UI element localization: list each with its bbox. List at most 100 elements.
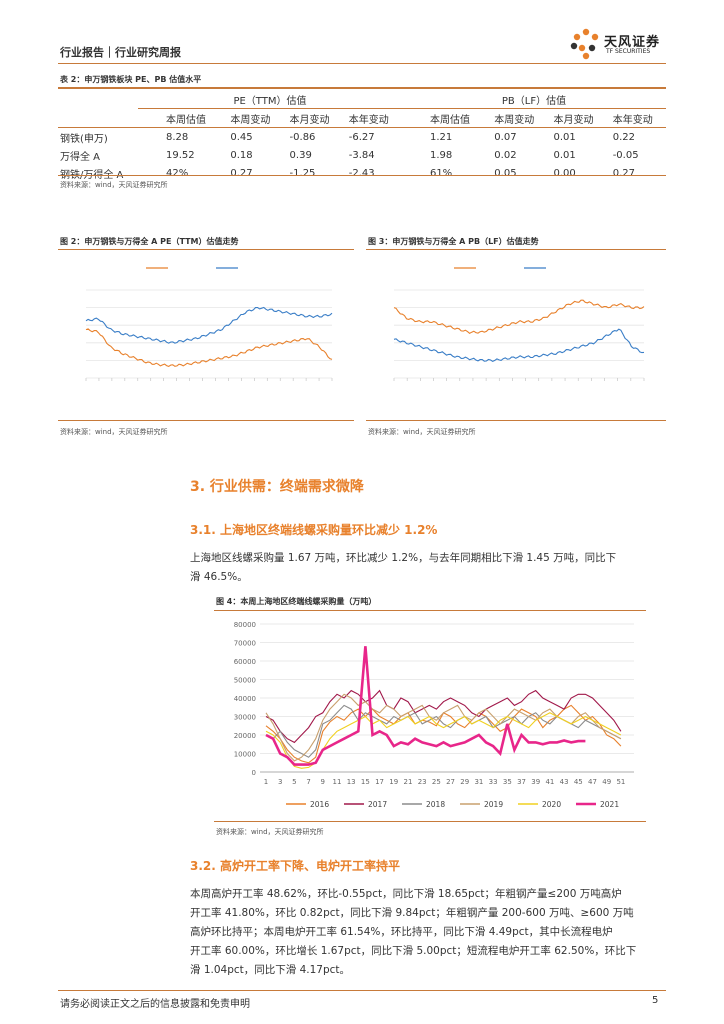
fig2-chart (85, 267, 333, 381)
table-column-header-cell: 本周变动 (494, 114, 535, 126)
paragraph-line: 高炉环比持平；本周电炉开工率 61.54%，环比持平，同比下滑 4.49pct，… (190, 926, 613, 938)
x-tick-label: 43 (560, 778, 569, 786)
paragraph-line: 开工率 60.00%，环比增长 1.67pct，同比下滑 5.00pct；短流程… (190, 945, 637, 957)
x-tick-label: 51 (616, 778, 625, 786)
logo-text: 天风证券 (604, 35, 661, 50)
table-cell: 0.05 (494, 167, 517, 179)
x-tick-label: 13 (347, 778, 356, 786)
table-group-header: PE（TTM）估值 PB（LF）估值 (58, 90, 666, 109)
paragraph-line: 开工率 41.80%，环比 0.82pct，同比下滑 9.84pct；年粗钢产量… (190, 907, 634, 919)
pe-group-header: PE（TTM）估值 (138, 90, 402, 109)
table-cell: 0.01 (553, 149, 576, 161)
table-cell: 0.27 (612, 167, 635, 179)
paragraph-line: 本周高炉开工率 48.62%，环比-0.55pct，同比下滑 18.65pct；… (190, 888, 622, 900)
series-line (85, 328, 333, 368)
y-tick-label: 80000 (234, 621, 256, 629)
logo-subtext: TF SECURITIES (606, 48, 651, 55)
header-divider (58, 63, 666, 64)
table-column-header-cell: 本月变动 (553, 114, 594, 126)
x-tick-label: 41 (545, 778, 554, 786)
series-line-2021 (265, 646, 586, 766)
x-tick-label: 15 (361, 778, 370, 786)
x-tick-label: 23 (418, 778, 427, 786)
table-cell: -2.43 (348, 167, 375, 179)
series-line (393, 299, 645, 334)
subsection-heading-3-1: 3.1. 上海地区终端线螺采购量环比减少 1.2% (190, 523, 438, 537)
table-cell: 0.07 (494, 131, 517, 143)
y-tick-label: 10000 (234, 751, 256, 759)
table-source: 资料来源：wind，天风证券研究所 (60, 181, 168, 189)
table-cell: 0.01 (553, 131, 576, 143)
table-row-label: 钢铁(申万) (60, 133, 108, 145)
table-cell: 0.45 (230, 131, 253, 143)
table-column-header-cell: 本年变动 (348, 114, 389, 126)
x-tick-label: 21 (403, 778, 412, 786)
footer-disclaimer: 请务必阅读正文之后的信息披露和免责申明 (60, 999, 250, 1010)
fig3-chart (393, 267, 645, 381)
x-tick-label: 49 (602, 778, 611, 786)
table-cell: 1.98 (429, 149, 453, 161)
pb-group-header: PB（LF）估值 (401, 90, 666, 109)
table-bottom-rule (58, 175, 666, 176)
footer-divider (58, 990, 666, 991)
section-heading: 3. 行业供需：终端需求微降 (190, 479, 364, 495)
valuation-table: PE（TTM）估值 PB（LF）估值 本周估值 本周变动 本月变动 本年变动 本周估值本… (58, 90, 666, 182)
series-line-2020 (265, 712, 622, 769)
y-tick-label: 70000 (234, 640, 256, 648)
x-tick-label: 9 (321, 778, 325, 786)
table-column-header-cell: 本月变动 (289, 114, 330, 126)
x-tick-label: 25 (432, 778, 441, 786)
fig4-source: 资料来源：wind，天风证券研究所 (216, 828, 324, 836)
x-tick-label: 33 (489, 778, 498, 786)
x-tick-label: 39 (531, 778, 540, 786)
x-tick-label: 3 (278, 778, 282, 786)
legend-label: 2021 (600, 800, 619, 809)
x-tick-label: 1 (264, 778, 268, 786)
fig2-bottom-rule (58, 420, 354, 421)
legend-label: 2017 (368, 800, 387, 809)
table-row: 万得全 A 19.52 0.18 0.39 -3.84 1.98 0.02 0.01 -0.05 (58, 146, 666, 164)
paragraph-3-2: 本周高炉开工率 48.62%，环比-0.55pct，同比下滑 18.65pct；… (190, 885, 666, 980)
x-tick-label: 27 (446, 778, 455, 786)
table-cell: 0.27 (230, 167, 253, 179)
x-tick-label: 37 (517, 778, 526, 786)
table-column-header-cell: 本周变动 (230, 114, 271, 126)
legend-label: 2020 (542, 800, 561, 809)
y-tick-label: 50000 (234, 677, 256, 685)
x-tick-label: 47 (588, 778, 597, 786)
table-cell: -6.27 (348, 131, 375, 143)
table-cell: -1.25 (289, 167, 316, 179)
table-column-header: 本周估值 本周变动 本月变动 本年变动 本周估值 本周变动 本月变动 本年变动 (58, 109, 666, 128)
report-header: 行业报告｜行业研究周报 (60, 46, 181, 59)
page-number: 5 (652, 995, 659, 1006)
table-cell: 42% (166, 167, 189, 179)
fig2-source: 资料来源：wind，天风证券研究所 (60, 428, 168, 436)
table-cell: 0.22 (612, 131, 635, 143)
table-cell: -0.05 (612, 149, 639, 161)
subsection-heading-3-2: 3.2. 高炉开工率下降、电炉开工率持平 (190, 859, 400, 873)
x-tick-label: 7 (306, 778, 310, 786)
table-row: 钢铁(申万) 8.28 0.45 -0.86 -6.27 1.21 0.07 0.01 0.22 (58, 128, 666, 147)
legend-label: 2019 (484, 800, 503, 809)
y-tick-label: 0 (252, 769, 256, 777)
paragraph-line: 上海地区线螺采购量 1.67 万吨，环比减少 1.2%，与去年同期相比下滑 1.… (190, 552, 617, 564)
fig4-title: 图 4：本周上海地区终端线螺采购量（万吨） (216, 597, 377, 606)
fig4-rule (214, 610, 646, 611)
fig2-rule (58, 249, 354, 250)
table-cell: 0.18 (230, 149, 253, 161)
x-tick-label: 5 (292, 778, 296, 786)
table-cell: 8.28 (166, 131, 189, 143)
fig3-rule (366, 249, 666, 250)
x-tick-label: 31 (474, 778, 483, 786)
paragraph-line: 滑 1.04pct，同比下滑 4.17pct。 (190, 964, 351, 976)
legend-label: 2018 (426, 800, 445, 809)
series-line-2017 (265, 689, 622, 744)
table-cell: 0.02 (494, 149, 517, 161)
x-tick-label: 45 (574, 778, 583, 786)
table-cell: 19.52 (166, 149, 195, 161)
paragraph-line: 滑 46.5%。 (190, 571, 248, 583)
table-cell: 0.39 (289, 149, 312, 161)
x-tick-label: 35 (503, 778, 512, 786)
y-tick-label: 20000 (234, 732, 256, 740)
table-column-header-cell: 本周估值 (429, 114, 470, 126)
